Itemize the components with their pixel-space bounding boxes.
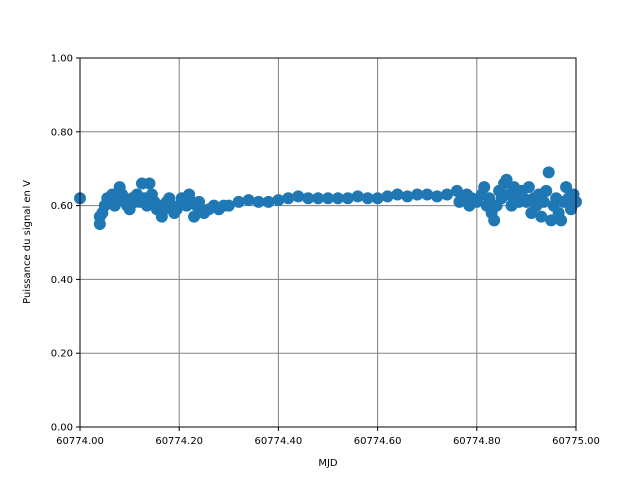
- point: [381, 190, 394, 203]
- point: [262, 195, 275, 208]
- point: [411, 188, 424, 201]
- point: [431, 190, 444, 203]
- point: [540, 184, 553, 197]
- point: [555, 214, 568, 227]
- point: [222, 199, 235, 212]
- point: [351, 190, 364, 203]
- point: [537, 195, 550, 208]
- point: [93, 218, 106, 231]
- y-tick-label: 0.00: [51, 423, 73, 434]
- point: [391, 188, 404, 201]
- point: [331, 192, 344, 205]
- y-tick-label: 0.20: [51, 349, 73, 360]
- x-tick-label: 60774.00: [56, 436, 104, 447]
- point: [441, 188, 454, 201]
- x-tick-label: 60774.20: [155, 436, 203, 447]
- point: [232, 195, 245, 208]
- point: [535, 210, 548, 223]
- point: [322, 192, 334, 205]
- point: [292, 190, 305, 203]
- x-tick-label: 60774.60: [354, 436, 402, 447]
- point: [421, 188, 434, 201]
- point: [312, 192, 325, 205]
- point: [401, 190, 414, 203]
- point: [560, 181, 573, 194]
- x-tick-label: 60774.40: [255, 436, 303, 447]
- y-axis-label: Puissance du signal en V: [22, 180, 33, 304]
- point: [483, 192, 496, 205]
- y-tick-label: 1.00: [51, 54, 73, 65]
- plot-frame: [79, 57, 577, 428]
- point: [272, 194, 285, 207]
- point: [188, 210, 201, 223]
- point: [143, 177, 156, 190]
- y-tick-label: 0.80: [51, 127, 73, 138]
- point: [341, 192, 354, 205]
- y-tick-label: 0.60: [51, 201, 73, 212]
- y-tick-label: 0.40: [51, 275, 73, 286]
- x-tick-label: 60775.00: [552, 436, 600, 447]
- point: [500, 173, 513, 186]
- point: [282, 192, 295, 205]
- x-axis-label: MJD: [318, 458, 338, 469]
- point: [252, 195, 265, 208]
- point: [545, 214, 558, 227]
- point: [371, 192, 384, 205]
- point: [478, 181, 491, 194]
- x-tick-label: 60774.80: [453, 436, 501, 447]
- point: [242, 194, 255, 207]
- point: [488, 214, 501, 227]
- point: [522, 181, 535, 194]
- point: [302, 192, 315, 205]
- point: [542, 166, 555, 179]
- point: [361, 192, 374, 205]
